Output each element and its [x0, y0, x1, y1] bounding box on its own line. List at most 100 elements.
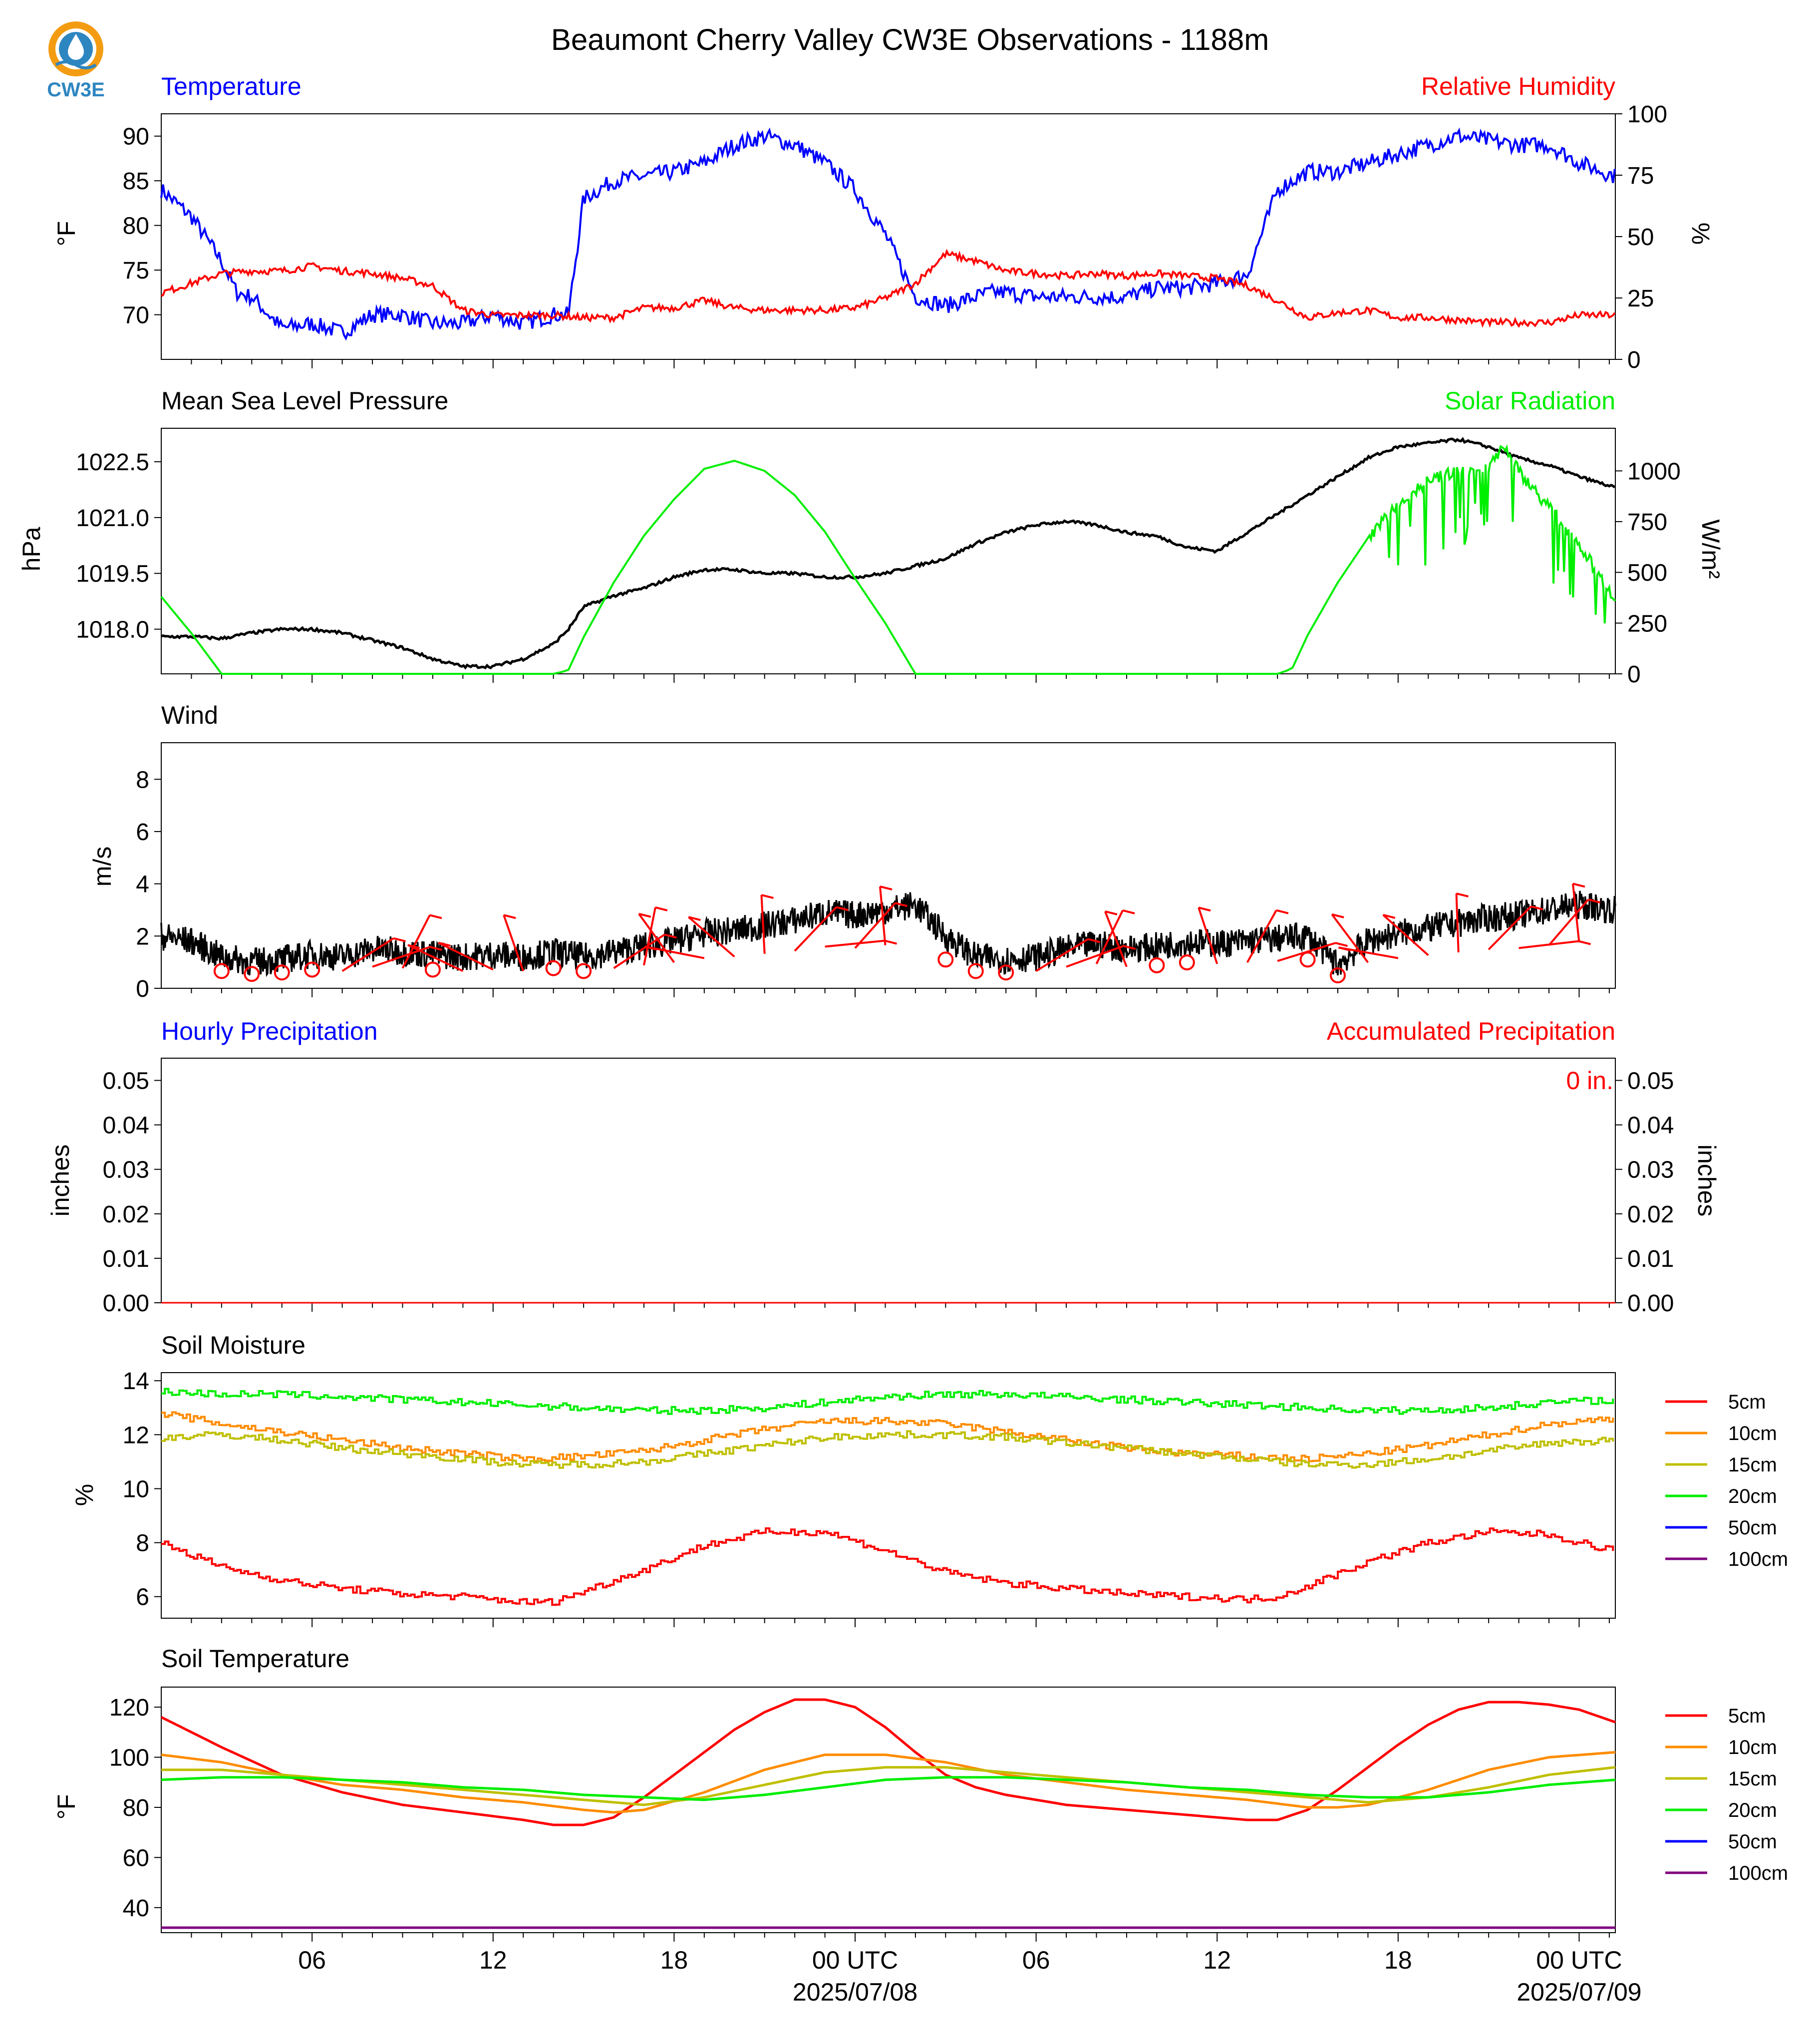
wind-barb-shaft [879, 886, 887, 945]
wind-calm-marker [576, 963, 592, 979]
logo-ring-icon [48, 21, 103, 76]
soil-moisture-y-tick-label: 10 [123, 1476, 149, 1502]
precip-total-label: 0 in. [1566, 1067, 1613, 1095]
wind-barb [644, 945, 705, 959]
wind-barb [438, 941, 494, 971]
legend-label-50cm: 50cm [1728, 1831, 1777, 1853]
wind-barb-flag [438, 941, 451, 947]
wind-barb-shaft [688, 916, 735, 958]
wind-barb-shaft [1455, 893, 1460, 953]
soil-moisture-axis-label: % [70, 1484, 98, 1506]
soil-moisture-legend: 5cm 10cm 15cm 20cm 50cm 100cm [1665, 1391, 1788, 1570]
soil-temp-frame [161, 1687, 1616, 1933]
wind-barb [1095, 909, 1135, 964]
wind-calm-marker [274, 964, 290, 981]
accum-precip-title: Accumulated Precipitation [1327, 1017, 1615, 1045]
wind-barb-shaft [1382, 914, 1429, 956]
wind-barb-flag [655, 906, 668, 911]
soil-temp-title: Soil Temperature [161, 1645, 349, 1673]
wind-barb [760, 894, 774, 954]
legend-label-20cm: 20cm [1728, 1799, 1777, 1821]
wind-barb-shaft [1104, 911, 1128, 967]
solar-title: Solar Radiation [1445, 387, 1615, 415]
wind-barb-shaft [760, 894, 766, 954]
precip-axis-label: inches [46, 1145, 74, 1217]
temperature-title: Temperature [161, 72, 302, 100]
wind-barb-flag [503, 914, 516, 919]
wind-barb-flag [885, 939, 898, 945]
wind-barb-shaft [643, 907, 656, 966]
wind-calm-marker [244, 966, 260, 982]
precip-y2-tick-label: 0.01 [1627, 1246, 1674, 1272]
x-date-label: 2025/07/09 [1517, 1978, 1641, 2006]
wind-barb [643, 906, 668, 966]
wind-barb-flag [1530, 905, 1543, 910]
legend-label-100cm: 100cm [1728, 1548, 1788, 1570]
wind-barb-flag [644, 945, 657, 951]
wind-barb-flag [1335, 942, 1348, 947]
pressure-solar-y2-tick-label: 750 [1627, 509, 1667, 536]
chart-title: Beaumont Cherry Valley CW3E Observations… [551, 23, 1269, 56]
legend-label-20cm: 20cm [1728, 1485, 1777, 1507]
wind-calm-marker [1179, 954, 1195, 971]
temp-rh-y2-tick-label: 75 [1627, 163, 1654, 189]
wind-barb-flag [688, 916, 701, 921]
pressure-solar-y2-tick-label: 1000 [1627, 458, 1681, 485]
soil-temp-y-tick-label: 40 [123, 1895, 149, 1922]
wind-barb-shaft [638, 913, 675, 963]
cw3e-logo: CW3E [47, 21, 105, 101]
pressure-axis-label: hPa [17, 527, 45, 571]
legend-label-15cm: 15cm [1728, 1454, 1777, 1476]
legend-label-5cm: 5cm [1728, 1391, 1766, 1413]
wind-barb [1455, 892, 1469, 953]
precip-y2-tick-label: 0.02 [1627, 1201, 1674, 1228]
wind-barb [879, 885, 893, 945]
soil-temp-axis-label: °F [52, 1794, 80, 1820]
wind-barb-flag [429, 914, 442, 919]
x-tick-label: 18 [1384, 1946, 1412, 1974]
soil-temp-legend: 5cm 10cm 15cm 20cm 50cm 100cm [1665, 1705, 1788, 1884]
wind-barb [407, 944, 464, 972]
precip-y2-tick-label: 0.03 [1627, 1157, 1674, 1183]
wind-barb-flag [895, 902, 908, 907]
wind-barb [613, 933, 677, 969]
wind-barb-flag [1572, 882, 1585, 888]
wind-barb-shaft [1066, 945, 1124, 968]
temp-axis-label: °F [52, 221, 80, 247]
wind-barb-shaft [503, 914, 525, 972]
legend-label-5cm: 5cm [1728, 1705, 1766, 1727]
x-tick-label: 12 [1203, 1946, 1231, 1974]
wind-calm-marker [304, 961, 320, 978]
wind-axis-label: m/s [88, 847, 116, 887]
x-tick-label: 00 UTC [1536, 1946, 1622, 1974]
soil-moisture-y-tick-label: 12 [123, 1422, 149, 1449]
wind-barb-flag [1383, 913, 1396, 919]
hourly-precip-title: Hourly Precipitation [161, 1017, 378, 1045]
pressure-solar-y-tick-label: 1021.0 [76, 505, 149, 532]
humidity-title: Relative Humidity [1421, 72, 1615, 100]
series-soil-temp-10cm-line [161, 1751, 1616, 1814]
wind-barb-flag [836, 906, 849, 911]
wind-barb-shaft [1095, 910, 1124, 964]
wind-barb-flag [880, 885, 893, 890]
wind-barb-shaft [438, 941, 494, 971]
soil-moisture-frame [161, 1372, 1616, 1619]
wind-y-tick-label: 6 [136, 819, 149, 846]
wind-barb-shaft [854, 902, 896, 949]
wind-calm-marker [213, 963, 230, 979]
precip-y-tick-label: 0.04 [103, 1113, 149, 1139]
temp-rh-y2-tick-label: 100 [1627, 101, 1667, 128]
wind-barb-shaft [613, 933, 665, 969]
legend-label-50cm: 50cm [1728, 1517, 1777, 1539]
wind-barb [638, 912, 675, 963]
precip-y2-tick-label: 0.00 [1627, 1290, 1674, 1317]
logo-text: CW3E [47, 79, 105, 101]
wind-barb-flag [664, 933, 677, 939]
pressure-solar-y2-tick-label: 500 [1627, 560, 1667, 586]
x-date-label: 2025/07/08 [793, 1978, 917, 2006]
wind-y-tick-label: 4 [136, 871, 149, 898]
series-temperature-line [160, 127, 1616, 341]
wind-barb [1331, 913, 1369, 963]
wind-calm-marker [545, 960, 562, 976]
